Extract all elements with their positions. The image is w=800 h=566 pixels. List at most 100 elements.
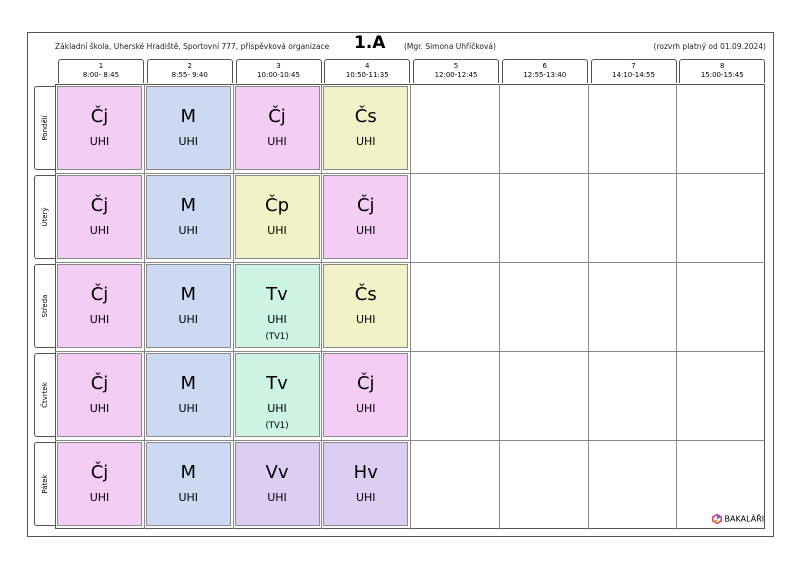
grid-row-divider xyxy=(55,440,765,441)
lesson-room: UHI xyxy=(267,224,287,237)
lesson-cell[interactable]: Vv UHI xyxy=(234,442,320,526)
lesson-room: UHI xyxy=(267,135,287,148)
lesson-room: UHI xyxy=(178,402,199,415)
lesson-cell[interactable]: Čs UHI xyxy=(323,264,409,348)
lesson-room: UHI xyxy=(89,313,110,326)
lesson-subject: Čj xyxy=(356,373,375,394)
lesson-subject: M xyxy=(180,373,197,394)
period-time: 10:50-11:35 xyxy=(345,71,389,79)
lesson-subject: Čj xyxy=(90,462,109,483)
period-time: 12:55-13:40 xyxy=(523,71,567,79)
day-label: Pátek xyxy=(41,474,49,494)
lesson-group: (TV1) xyxy=(265,421,289,431)
lesson-room: UHI xyxy=(89,491,110,504)
lesson-room: UHI xyxy=(178,135,199,148)
lesson-cell[interactable]: Čj UHI xyxy=(323,175,409,259)
lesson-cell[interactable]: Čj UHI xyxy=(323,353,409,437)
grid-column-divider xyxy=(410,84,411,529)
lesson-cell[interactable]: M UHI xyxy=(145,264,231,348)
lesson-subject: Čj xyxy=(90,106,109,127)
lesson-cell[interactable]: M UHI xyxy=(145,175,231,259)
period-time: 8:00- 8:45 xyxy=(82,71,120,79)
lesson-subject: Čj xyxy=(268,106,286,127)
lesson-subject: Vv xyxy=(265,462,289,483)
timetable-sheet xyxy=(27,32,774,537)
grid-column-divider xyxy=(588,84,589,529)
period-header-2: 2 8:55- 9:40 xyxy=(146,59,233,83)
lesson-cell[interactable]: Čj UHI xyxy=(57,442,142,526)
period-number: 4 xyxy=(365,62,370,70)
period-number: 1 xyxy=(98,62,104,70)
lesson-cell[interactable]: M UHI xyxy=(145,442,231,526)
day-label: Středa xyxy=(41,294,49,318)
period-number: 2 xyxy=(187,62,192,70)
lesson-room: UHI xyxy=(89,224,110,237)
school-name: Základní škola, Uherské Hradiště, Sporto… xyxy=(55,42,330,51)
class-title: 1.A xyxy=(354,33,386,53)
period-time: 10:00-10:45 xyxy=(257,71,300,79)
lesson-subject: Tv xyxy=(266,373,288,394)
day-label: Čtvrtek xyxy=(41,382,49,408)
brand-name: BAKALÁŘI xyxy=(724,514,765,524)
lesson-room: UHI xyxy=(355,135,376,148)
period-number: 5 xyxy=(453,62,459,70)
lesson-room: UHI xyxy=(89,402,110,415)
lesson-cell[interactable]: Čj UHI xyxy=(57,264,142,348)
grid-row-divider xyxy=(55,173,765,174)
lesson-room: UHI xyxy=(178,313,199,326)
lesson-room: UHI xyxy=(267,313,287,326)
period-time: 14:10-14:55 xyxy=(612,71,655,79)
period-header-3: 3 10:00-10:45 xyxy=(235,59,322,83)
lesson-cell[interactable]: Čs UHI xyxy=(323,86,409,170)
lesson-room: UHI xyxy=(178,224,199,237)
lesson-room: UHI xyxy=(355,402,376,415)
period-number: 6 xyxy=(542,62,547,70)
lesson-group: (TV1) xyxy=(265,332,289,342)
day-header-5: Pátek xyxy=(34,442,55,526)
lesson-room: UHI xyxy=(355,491,376,504)
grid-column-divider xyxy=(499,84,500,529)
lesson-subject: Čj xyxy=(356,195,375,216)
day-header-3: Středa xyxy=(34,264,55,348)
bakalari-logo-icon xyxy=(711,513,723,525)
period-header-8: 8 15:00-15:45 xyxy=(679,59,766,83)
grid-column-divider xyxy=(144,84,145,529)
lesson-subject: M xyxy=(180,462,197,483)
lesson-subject: Čj xyxy=(90,373,109,394)
lesson-room: UHI xyxy=(267,402,287,415)
lesson-cell[interactable]: Hv UHI xyxy=(323,442,409,526)
lesson-cell[interactable]: Tv UHI (TV1) xyxy=(234,264,320,348)
period-header-1: 1 8:00- 8:45 xyxy=(58,59,144,83)
grid-column-divider xyxy=(233,84,234,529)
lesson-cell[interactable]: Čj UHI xyxy=(234,86,320,170)
period-number: 8 xyxy=(720,62,725,70)
day-header-1: Pondělí xyxy=(34,86,55,170)
lesson-cell[interactable]: M UHI xyxy=(145,86,231,170)
period-number: 7 xyxy=(631,62,636,70)
lesson-room: UHI xyxy=(355,224,376,237)
lesson-cell[interactable]: Čj UHI xyxy=(57,175,142,259)
lesson-subject: M xyxy=(180,284,197,305)
lesson-subject: M xyxy=(180,195,197,216)
class-teacher: (Mgr. Simona Uhříčková) xyxy=(404,42,496,51)
day-header-2: Úterý xyxy=(34,175,55,259)
lesson-room: UHI xyxy=(355,313,376,326)
lesson-cell[interactable]: M UHI xyxy=(145,353,231,437)
validity-note: (rozvrh platný od 01.09.2024) xyxy=(653,42,766,51)
lesson-cell[interactable]: Čp UHI xyxy=(234,175,320,259)
lesson-cell[interactable]: Čj UHI xyxy=(57,353,142,437)
day-label: Pondělí xyxy=(41,115,49,141)
period-time: 15:00-15:45 xyxy=(700,71,744,79)
lesson-room: UHI xyxy=(89,135,110,148)
period-number: 3 xyxy=(276,62,281,70)
grid-row-divider xyxy=(55,262,765,263)
lesson-subject: Čs xyxy=(354,106,377,127)
lesson-room: UHI xyxy=(178,491,199,504)
lesson-subject: Tv xyxy=(266,284,288,305)
lesson-cell[interactable]: Tv UHI (TV1) xyxy=(234,353,320,437)
grid-column-divider xyxy=(676,84,677,529)
lesson-cell[interactable]: Čj UHI xyxy=(57,86,142,170)
lesson-subject: Čj xyxy=(90,195,109,216)
period-header-4: 4 10:50-11:35 xyxy=(324,59,411,83)
period-time: 8:55- 9:40 xyxy=(171,71,208,79)
